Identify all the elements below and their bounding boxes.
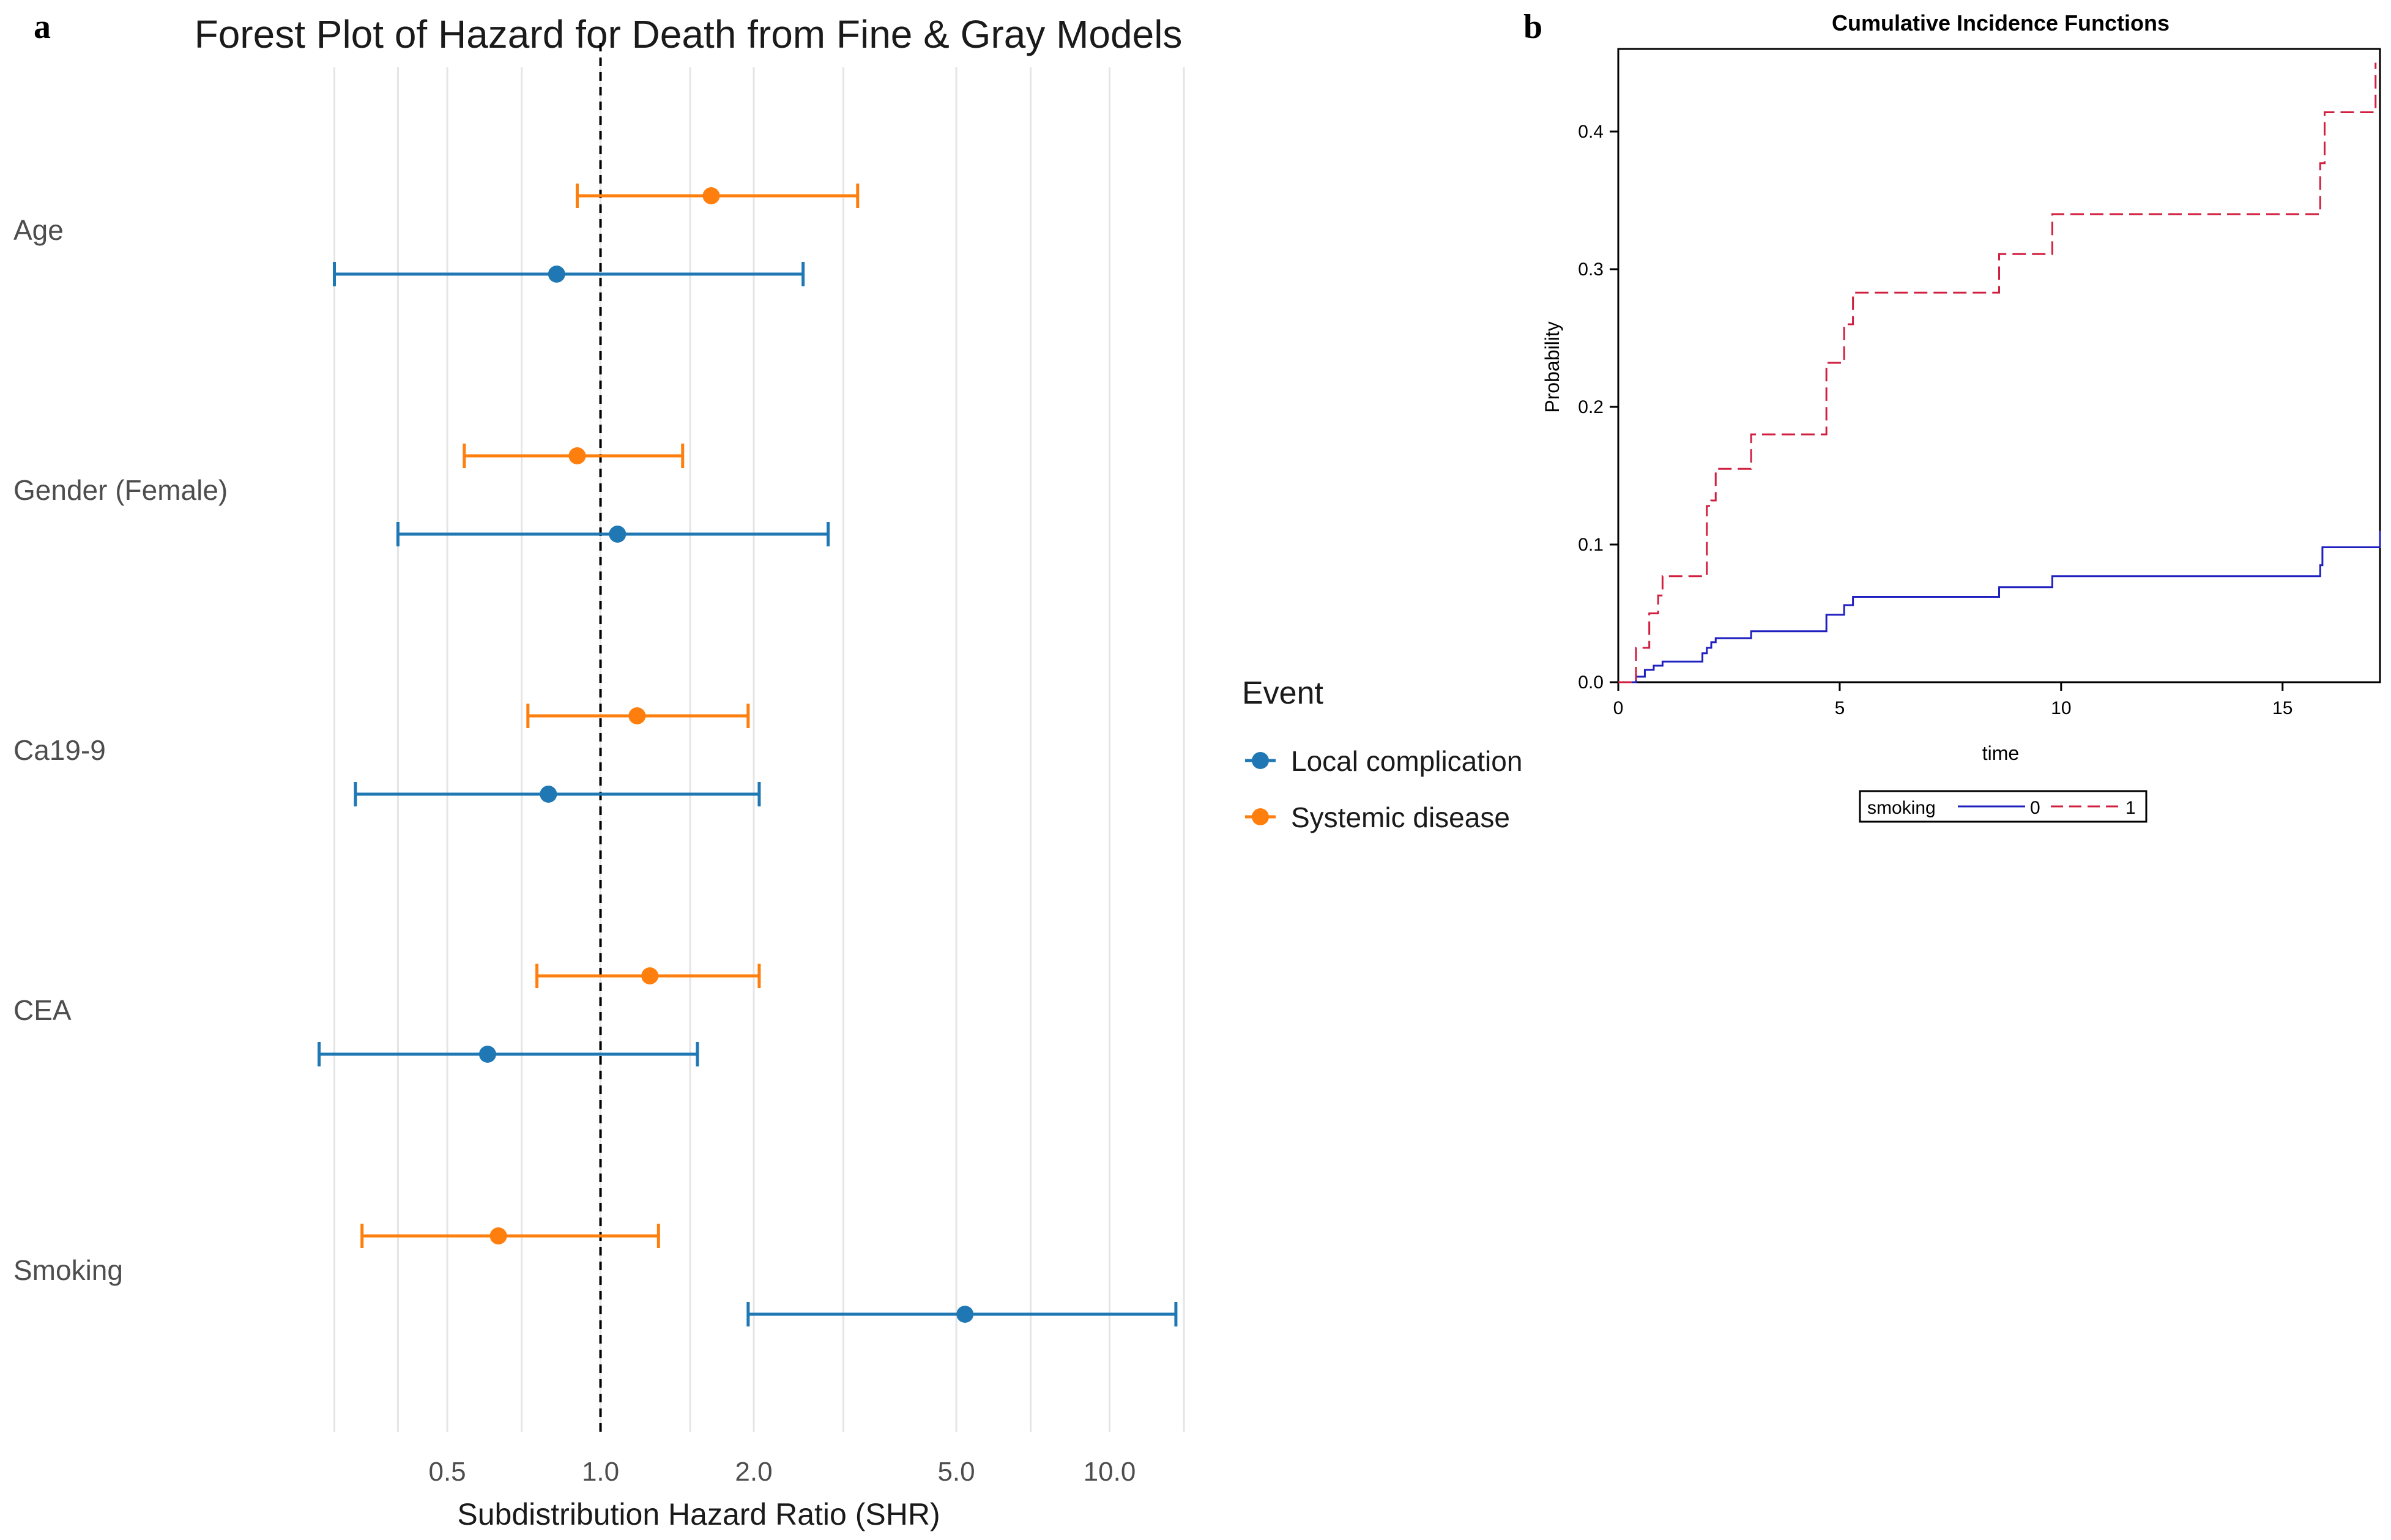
category-label: Gender (Female) <box>13 474 228 506</box>
cif-x-tick-label: 10 <box>2051 698 2071 718</box>
cif-line-smoking-1 <box>1618 62 2377 683</box>
cif-line-smoking-0 <box>1618 530 2381 683</box>
ci-mark-systemic <box>575 184 860 208</box>
forest-x-tick-labels: 0.5 1.0 2.0 5.0 10.0 <box>428 1457 1136 1487</box>
category-label: Smoking <box>13 1254 123 1286</box>
legend-label-systemic: Systemic disease <box>1291 802 1510 833</box>
x-tick-label: 2.0 <box>735 1457 772 1487</box>
legend-label-local: Local complication <box>1291 745 1522 777</box>
point-estimate <box>568 447 586 464</box>
point-estimate <box>478 1046 496 1063</box>
ci-mark-local <box>318 1042 699 1066</box>
x-tick-label: 10.0 <box>1084 1457 1136 1487</box>
cif-x-tick-label: 0 <box>1613 698 1624 718</box>
ci-mark-local <box>333 262 805 286</box>
cif-y-tick-label: 0.0 <box>1578 672 1604 693</box>
point-estimate <box>540 786 557 803</box>
cif-y-tick-label: 0.1 <box>1578 535 1604 555</box>
cif-legend-label-1: 1 <box>2125 798 2136 818</box>
cif-y-tick-label: 0.2 <box>1578 397 1604 417</box>
ci-mark-systemic <box>360 1224 660 1248</box>
ci-mark-local <box>746 1302 1178 1326</box>
ci-mark-local <box>396 522 830 546</box>
point-estimate <box>489 1227 507 1244</box>
legend-title: Event <box>1242 675 1324 711</box>
point-estimate <box>956 1306 974 1323</box>
forest-gridlines <box>333 67 1185 1432</box>
cif-legend-title: smoking <box>1867 798 1936 818</box>
category-label: Age <box>13 214 64 246</box>
point-estimate <box>702 187 720 204</box>
point-estimate <box>548 266 565 283</box>
point-estimate <box>641 967 659 984</box>
panel-letter-a: a <box>34 8 51 46</box>
point-estimate <box>609 526 627 543</box>
cif-plot: Cumulative Incidence Functions 0 5 10 150.0… <box>1541 10 2381 823</box>
forest-plot: Forest Plot of Hazard for Death from Fin… <box>13 12 1522 1531</box>
cif-x-tick-label: 15 <box>2272 698 2292 718</box>
ci-mark-systemic <box>526 704 750 728</box>
cif-x-axis-label: time <box>1982 742 2019 764</box>
x-tick-label: 0.5 <box>428 1457 466 1487</box>
forest-category-labels: Age Gender (Female) Ca19-9 CEA Smoking <box>13 214 228 1286</box>
category-label: Ca19-9 <box>13 734 106 766</box>
cif-ticks: 0 5 10 15 0.0 0.1 0.2 0.3 0.4 <box>1578 122 2292 718</box>
cif-y-axis-label: Probability <box>1541 321 1563 412</box>
cif-y-tick-label: 0.3 <box>1578 259 1604 280</box>
cif-title: Cumulative Incidence Functions <box>1832 10 2170 35</box>
cif-series <box>1618 62 2381 683</box>
x-tick-label: 1.0 <box>582 1457 619 1487</box>
cif-x-tick-label: 5 <box>1835 698 1845 718</box>
ci-mark-local <box>354 782 761 806</box>
category-label: CEA <box>13 994 72 1026</box>
forest-marks <box>318 184 1178 1326</box>
point-estimate <box>628 707 646 724</box>
cif-legend-label-0: 0 <box>2030 798 2040 818</box>
forest-x-axis-label: Subdistribution Hazard Ratio (SHR) <box>457 1497 940 1531</box>
ci-mark-systemic <box>535 964 761 988</box>
cif-legend: smoking 0 1 <box>1859 790 2147 823</box>
legend-dot-systemic <box>1252 808 1269 825</box>
panel-letter-b: b <box>1523 8 1542 46</box>
forest-title: Forest Plot of Hazard for Death from Fin… <box>195 12 1183 56</box>
forest-legend: Event Local complication Systemic diseas… <box>1242 675 1522 833</box>
x-tick-label: 5.0 <box>937 1457 975 1487</box>
cif-plot-frame <box>1617 48 2381 683</box>
cif-y-tick-label: 0.4 <box>1578 122 1604 142</box>
legend-dot-local <box>1252 752 1269 769</box>
ci-mark-systemic <box>463 444 685 468</box>
